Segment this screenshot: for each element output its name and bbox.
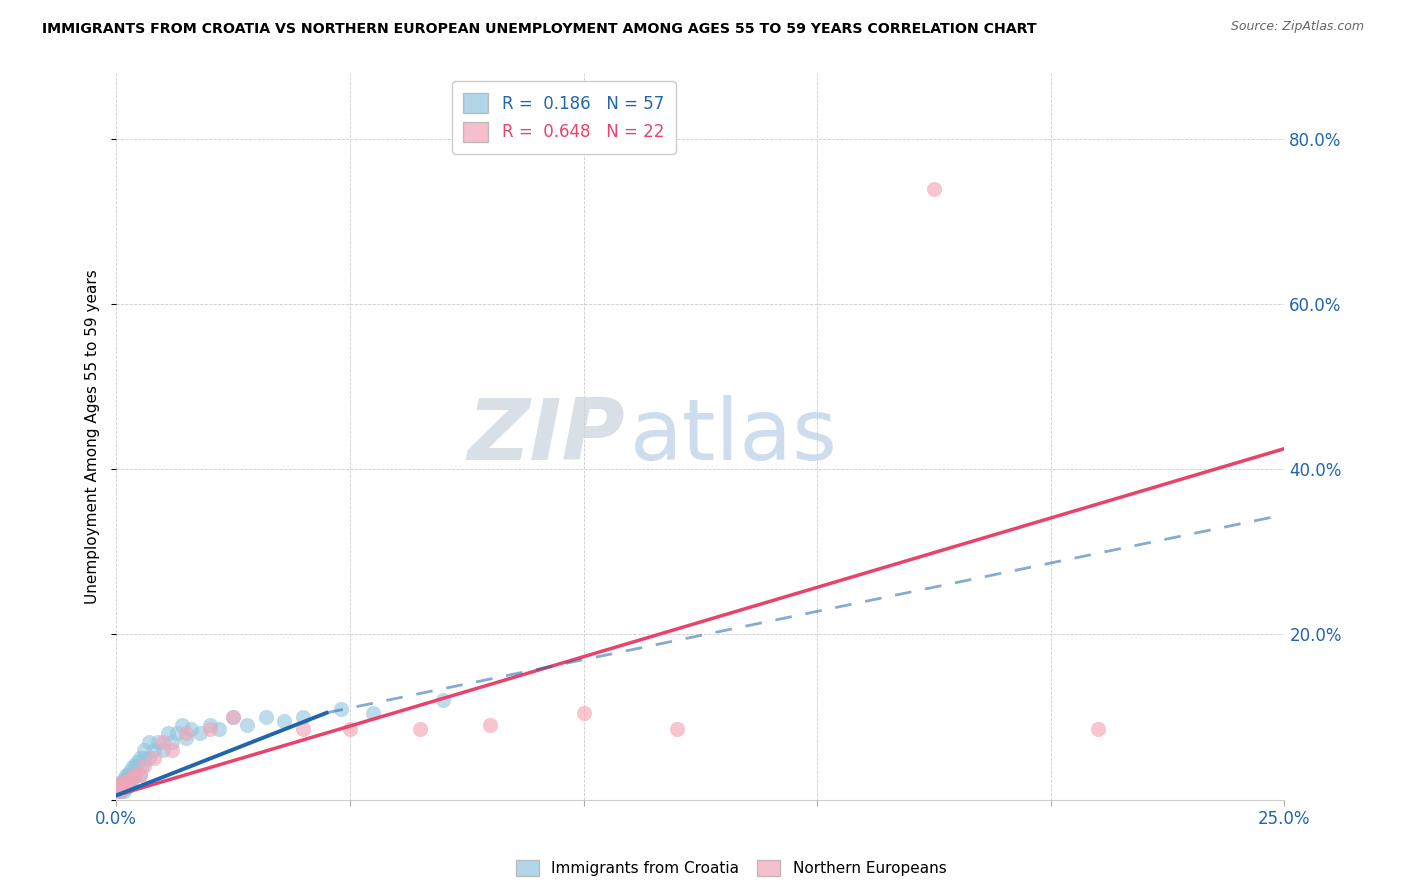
Point xyxy=(108,784,131,798)
Point xyxy=(108,784,131,798)
Point xyxy=(134,751,156,765)
Legend: Immigrants from Croatia, Northern Europeans: Immigrants from Croatia, Northern Europe… xyxy=(510,855,952,882)
Point xyxy=(115,776,138,790)
Point xyxy=(208,723,231,737)
Point xyxy=(166,726,188,740)
Point xyxy=(107,784,129,798)
Point xyxy=(292,723,315,737)
Point xyxy=(114,780,136,794)
Point xyxy=(114,776,136,790)
Point xyxy=(236,718,259,732)
Point xyxy=(118,772,141,786)
Point xyxy=(112,776,135,790)
Point xyxy=(131,759,153,773)
Point xyxy=(108,780,131,794)
Point xyxy=(110,780,132,794)
Point xyxy=(152,743,174,757)
Text: ZIP: ZIP xyxy=(467,395,624,478)
Point xyxy=(117,776,139,790)
Point xyxy=(120,772,142,786)
Point xyxy=(111,776,134,790)
Y-axis label: Unemployment Among Ages 55 to 59 years: Unemployment Among Ages 55 to 59 years xyxy=(86,268,100,604)
Point xyxy=(112,784,135,798)
Point xyxy=(190,726,212,740)
Text: Source: ZipAtlas.com: Source: ZipAtlas.com xyxy=(1230,20,1364,33)
Point xyxy=(128,768,150,782)
Point xyxy=(162,743,184,757)
Point xyxy=(176,731,198,745)
Point xyxy=(138,735,160,749)
Point xyxy=(110,776,132,790)
Point xyxy=(198,718,221,732)
Point xyxy=(127,756,149,770)
Point xyxy=(128,751,150,765)
Point xyxy=(120,764,142,778)
Point xyxy=(339,723,361,737)
Point xyxy=(170,718,193,732)
Point xyxy=(117,768,139,782)
Point xyxy=(1087,723,1109,737)
Point xyxy=(180,723,202,737)
Point xyxy=(128,768,150,782)
Point xyxy=(124,768,146,782)
Point xyxy=(120,776,142,790)
Point xyxy=(222,710,245,724)
Point xyxy=(134,743,156,757)
Point xyxy=(112,772,135,786)
Point xyxy=(114,768,136,782)
Point xyxy=(665,723,688,737)
Point xyxy=(156,726,179,740)
Point xyxy=(292,710,315,724)
Point xyxy=(121,772,143,786)
Point xyxy=(222,710,245,724)
Point xyxy=(125,764,148,778)
Point xyxy=(108,776,131,790)
Point xyxy=(198,723,221,737)
Point xyxy=(112,780,135,794)
Point xyxy=(142,743,165,757)
Point xyxy=(142,751,165,765)
Point xyxy=(138,751,160,765)
Point xyxy=(432,693,454,707)
Point xyxy=(361,706,384,720)
Point xyxy=(111,780,134,794)
Point xyxy=(115,772,138,786)
Point xyxy=(110,784,132,798)
Point xyxy=(148,735,170,749)
Legend: R =  0.186   N = 57, R =  0.648   N = 22: R = 0.186 N = 57, R = 0.648 N = 22 xyxy=(451,81,676,153)
Point xyxy=(273,714,295,728)
Point xyxy=(329,702,352,716)
Point xyxy=(122,759,145,773)
Point xyxy=(120,768,142,782)
Point xyxy=(479,718,502,732)
Text: atlas: atlas xyxy=(630,395,838,478)
Point xyxy=(176,726,198,740)
Point xyxy=(117,780,139,794)
Point xyxy=(922,181,945,195)
Point xyxy=(124,759,146,773)
Point xyxy=(409,723,432,737)
Point xyxy=(134,759,156,773)
Point xyxy=(254,710,277,724)
Point xyxy=(114,776,136,790)
Point xyxy=(111,784,134,798)
Point xyxy=(162,735,184,749)
Point xyxy=(572,706,595,720)
Text: IMMIGRANTS FROM CROATIA VS NORTHERN EUROPEAN UNEMPLOYMENT AMONG AGES 55 TO 59 YE: IMMIGRANTS FROM CROATIA VS NORTHERN EURO… xyxy=(42,22,1036,37)
Point xyxy=(152,735,174,749)
Point xyxy=(124,768,146,782)
